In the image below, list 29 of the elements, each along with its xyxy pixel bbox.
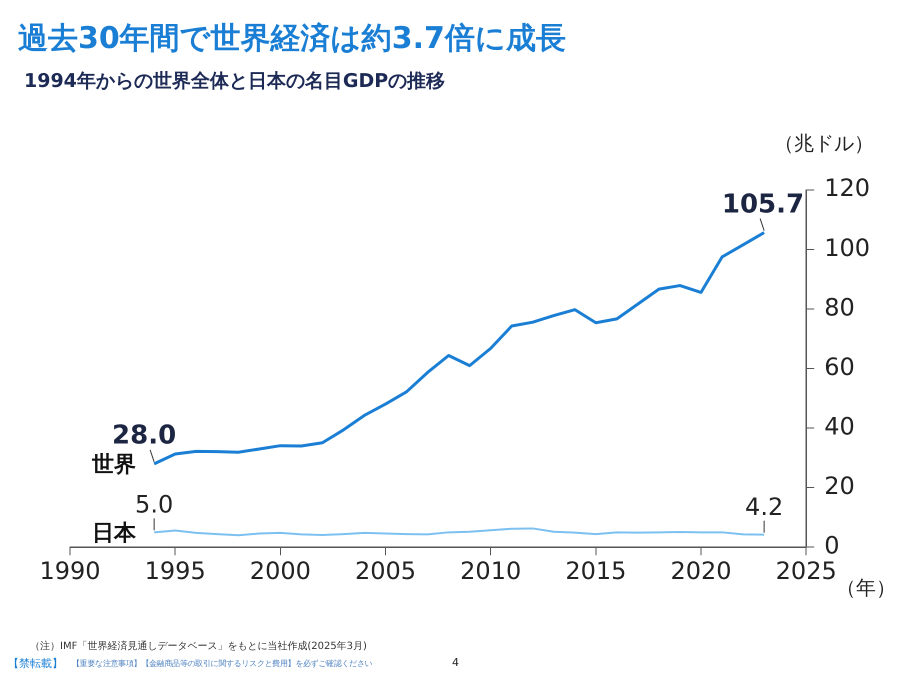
chart-title: 過去30年間で世界経済は約3.7倍に成長 [18, 20, 566, 58]
y-tick-label: 0 [824, 531, 840, 560]
x-tick-label: 1995 [144, 556, 206, 585]
text: 【重要な注意事項】【金融商品等の取引に関するリスクと費用】を必ずご確認ください [72, 658, 372, 669]
data-label: 28.0 [112, 420, 176, 451]
y-tick-label: 100 [824, 234, 870, 262]
y-tick-label: 60 [824, 352, 855, 381]
chart-subtitle: 1994年からの世界全体と日本の名目GDPの推移 [24, 69, 446, 94]
text: 4 [452, 656, 459, 669]
data-label: 105.7 [722, 189, 804, 220]
y-tick-label: 40 [824, 412, 855, 440]
series-label: 世界 [91, 452, 136, 478]
y-tick-label: 20 [824, 472, 855, 500]
x-axis-title: （年） [836, 575, 896, 600]
x-tick-label: 2000 [250, 556, 311, 585]
x-tick-label: 2025 [776, 556, 837, 585]
x-tick-label: 1990 [39, 556, 101, 585]
text: （注）IMF「世界経済見通しデータベース」をもとに当社作成(2025年3月) [30, 640, 367, 653]
x-tick-label: 2005 [354, 556, 416, 585]
series-label: 日本 [92, 521, 138, 546]
data-label: 5.0 [135, 490, 174, 519]
y-tick-label: 80 [824, 293, 855, 322]
y-axis-title: （兆ドル） [774, 131, 874, 156]
x-tick-label: 2010 [460, 556, 522, 585]
x-tick-label: 2020 [670, 556, 732, 585]
x-tick-label: 2015 [565, 556, 626, 585]
y-tick-label: 120 [824, 174, 870, 202]
data-label: 4.2 [745, 492, 784, 521]
text: 【禁転載】 [8, 656, 63, 671]
